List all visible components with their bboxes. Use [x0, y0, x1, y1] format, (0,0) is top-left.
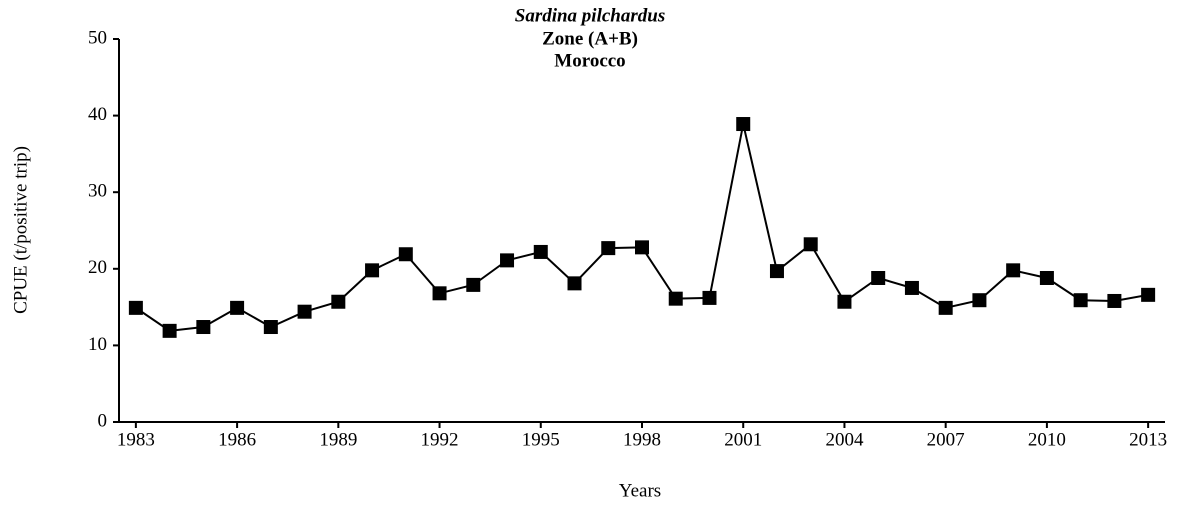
marker — [500, 253, 515, 268]
x-tick-label: 1995 — [522, 429, 560, 450]
marker — [365, 263, 380, 278]
marker — [1073, 293, 1088, 308]
y-tick-label: 40 — [88, 104, 107, 125]
marker — [803, 237, 818, 252]
marker — [904, 280, 919, 295]
marker — [938, 300, 953, 315]
marker — [1107, 293, 1122, 308]
marker — [297, 304, 312, 319]
marker — [567, 276, 582, 291]
marker — [668, 291, 683, 306]
marker — [1141, 287, 1156, 302]
marker — [1006, 263, 1021, 278]
x-axis-label: Years — [619, 480, 661, 501]
marker — [702, 290, 717, 305]
line — [135, 123, 1149, 332]
x-tick-label: 1989 — [319, 429, 357, 450]
chart-title: Zone (A+B) — [542, 28, 638, 49]
y-tick-label: 0 — [98, 410, 108, 431]
marker — [162, 323, 177, 338]
marker — [230, 300, 245, 315]
x-tick-label: 2010 — [1028, 429, 1066, 450]
y-tick-label: 10 — [88, 334, 107, 355]
x-tick-label: 1998 — [623, 429, 661, 450]
y-tick-label: 20 — [88, 257, 107, 278]
marker — [972, 293, 987, 308]
x-tick-label: 1986 — [218, 429, 256, 450]
x-tick-label: 2007 — [927, 429, 965, 450]
marker — [736, 117, 751, 132]
chart-title: Sardina pilchardus — [515, 5, 665, 26]
marker — [432, 286, 447, 301]
marker — [1039, 270, 1054, 285]
marker — [769, 264, 784, 279]
y-tick-label: 50 — [88, 27, 107, 48]
marker — [601, 241, 616, 256]
marker — [837, 294, 852, 309]
x-tick-label: 1983 — [117, 429, 155, 450]
x-tick-label: 2001 — [724, 429, 762, 450]
chart-title: Morocco — [554, 50, 625, 71]
marker — [635, 240, 649, 255]
y-axis-label: CPUE (t/positive trip) — [10, 146, 31, 314]
x-tick-label: 2013 — [1129, 429, 1167, 450]
marker — [196, 320, 211, 335]
marker — [128, 300, 143, 315]
y-tick-label: 30 — [88, 181, 107, 202]
marker — [871, 270, 886, 285]
marker — [466, 277, 481, 292]
x-tick-label: 1992 — [421, 429, 459, 450]
marker — [533, 244, 548, 259]
marker — [331, 294, 346, 309]
marker — [263, 320, 278, 335]
marker — [398, 247, 413, 262]
x-tick-label: 2004 — [825, 429, 864, 450]
